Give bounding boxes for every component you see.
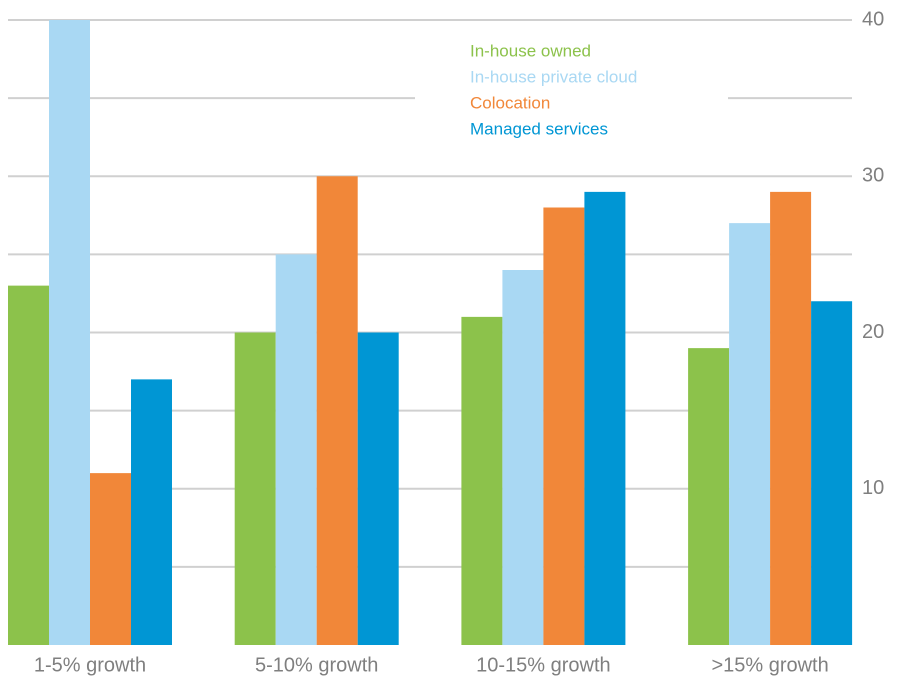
y-tick-label: 10 <box>862 477 884 499</box>
y-tick-label: 20 <box>862 321 884 343</box>
y-tick-label: 40 <box>862 8 884 30</box>
bar <box>275 254 317 645</box>
legend-entry: In-house owned <box>470 41 591 60</box>
bar <box>584 191 626 645</box>
bar <box>49 20 90 645</box>
bar <box>357 332 399 645</box>
x-tick-label: 5-10% growth <box>255 654 378 676</box>
bar <box>90 473 131 645</box>
bar <box>688 348 730 645</box>
bar <box>729 223 771 645</box>
x-tick-label: 10-15% growth <box>476 654 611 676</box>
bar <box>131 379 172 645</box>
bar <box>461 316 503 645</box>
bar <box>8 285 49 645</box>
x-tick-label: >15% growth <box>711 654 828 676</box>
x-tick-label: 1-5% growth <box>34 654 146 676</box>
bar <box>234 332 276 645</box>
bar <box>502 270 544 645</box>
legend-entry: Colocation <box>470 93 550 112</box>
legend: In-house owned In-house private cloud Colo… <box>415 36 728 151</box>
bar <box>316 176 358 645</box>
bar <box>770 191 812 645</box>
legend-background <box>415 36 728 151</box>
legend-entry: In-house private cloud <box>470 67 637 86</box>
bar <box>543 207 585 645</box>
y-tick-label: 30 <box>862 165 884 187</box>
bar <box>811 301 853 645</box>
legend-entry: Managed services <box>470 119 608 138</box>
